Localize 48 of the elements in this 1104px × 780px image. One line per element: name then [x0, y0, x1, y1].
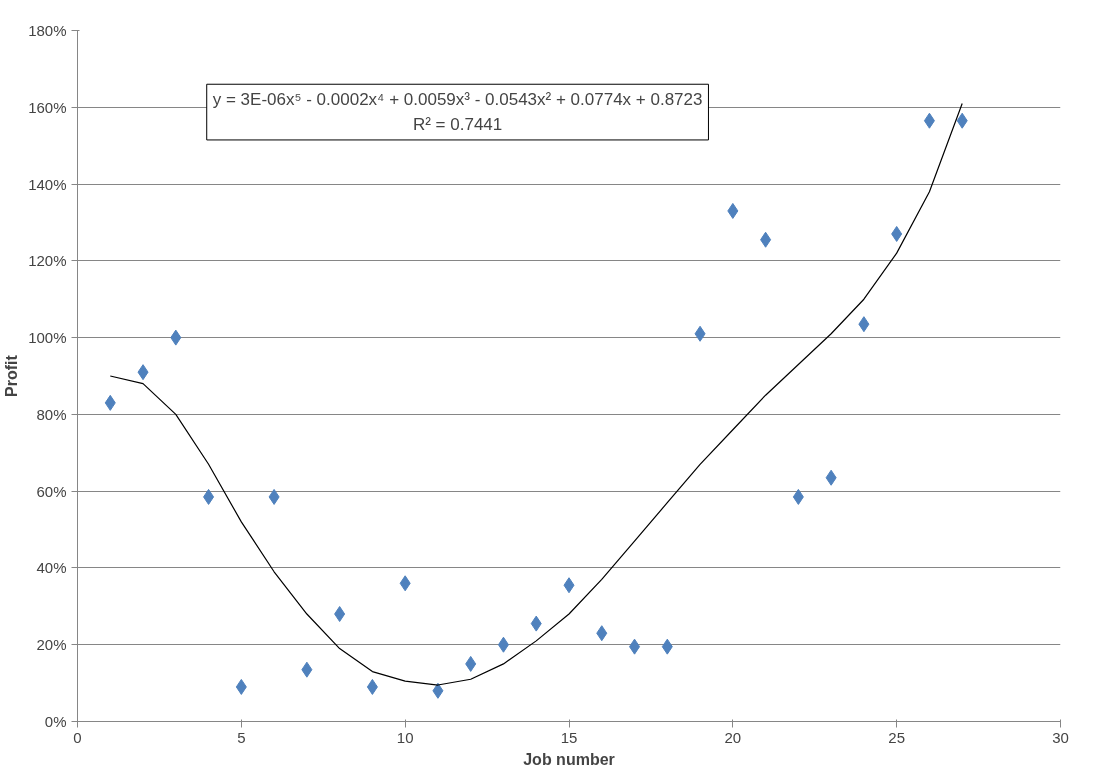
annotation: y = 3E-06x⁵ - 0.0002x⁴ + 0.0059x³ - 0.0543x² + 0.0774x + 0.8723 [212, 90, 703, 110]
point [694, 325, 706, 342]
y-tick-label: 80% [36, 405, 67, 423]
point [530, 615, 542, 632]
point [268, 488, 280, 505]
x-tick-label: 25 [888, 728, 906, 746]
point [104, 394, 116, 411]
x-tick-label: 30 [1052, 728, 1069, 746]
point [923, 112, 935, 129]
point [661, 638, 673, 655]
point [301, 661, 313, 678]
point [727, 202, 739, 219]
y-tick-label: 120% [28, 252, 67, 270]
y-tick-label: 40% [36, 559, 67, 577]
point [563, 577, 575, 594]
point [465, 655, 477, 672]
point [497, 636, 509, 653]
point [170, 329, 182, 346]
y-tick-label: 60% [36, 482, 67, 500]
point [334, 606, 346, 623]
point [891, 225, 903, 242]
point [792, 488, 804, 505]
y-tick-label: 180% [28, 22, 67, 39]
point [235, 678, 247, 695]
y-tick-label: 100% [28, 329, 67, 347]
y-axis-title: Profit [3, 354, 21, 397]
x-tick-label: 0 [73, 728, 82, 746]
point [858, 316, 870, 333]
point [366, 678, 378, 695]
x-tick-label: 15 [560, 728, 578, 746]
point [137, 364, 149, 381]
point [596, 625, 608, 642]
x-tick-label: 5 [237, 728, 246, 746]
point [760, 231, 772, 248]
y-tick-label: 20% [36, 636, 67, 654]
y-tick-label: 140% [28, 175, 67, 193]
point [399, 575, 411, 592]
x-axis-title: Job number [523, 750, 615, 768]
x-tick-label: 20 [724, 728, 742, 746]
point [825, 469, 837, 486]
point [432, 682, 444, 699]
y-tick-label: 160% [28, 98, 67, 116]
point [203, 488, 215, 505]
y-tick-label: 0% [44, 713, 67, 730]
point [629, 638, 641, 655]
x-tick-label: 10 [396, 728, 414, 746]
annotation: R² = 0.7441 [412, 114, 503, 134]
point [956, 112, 968, 129]
